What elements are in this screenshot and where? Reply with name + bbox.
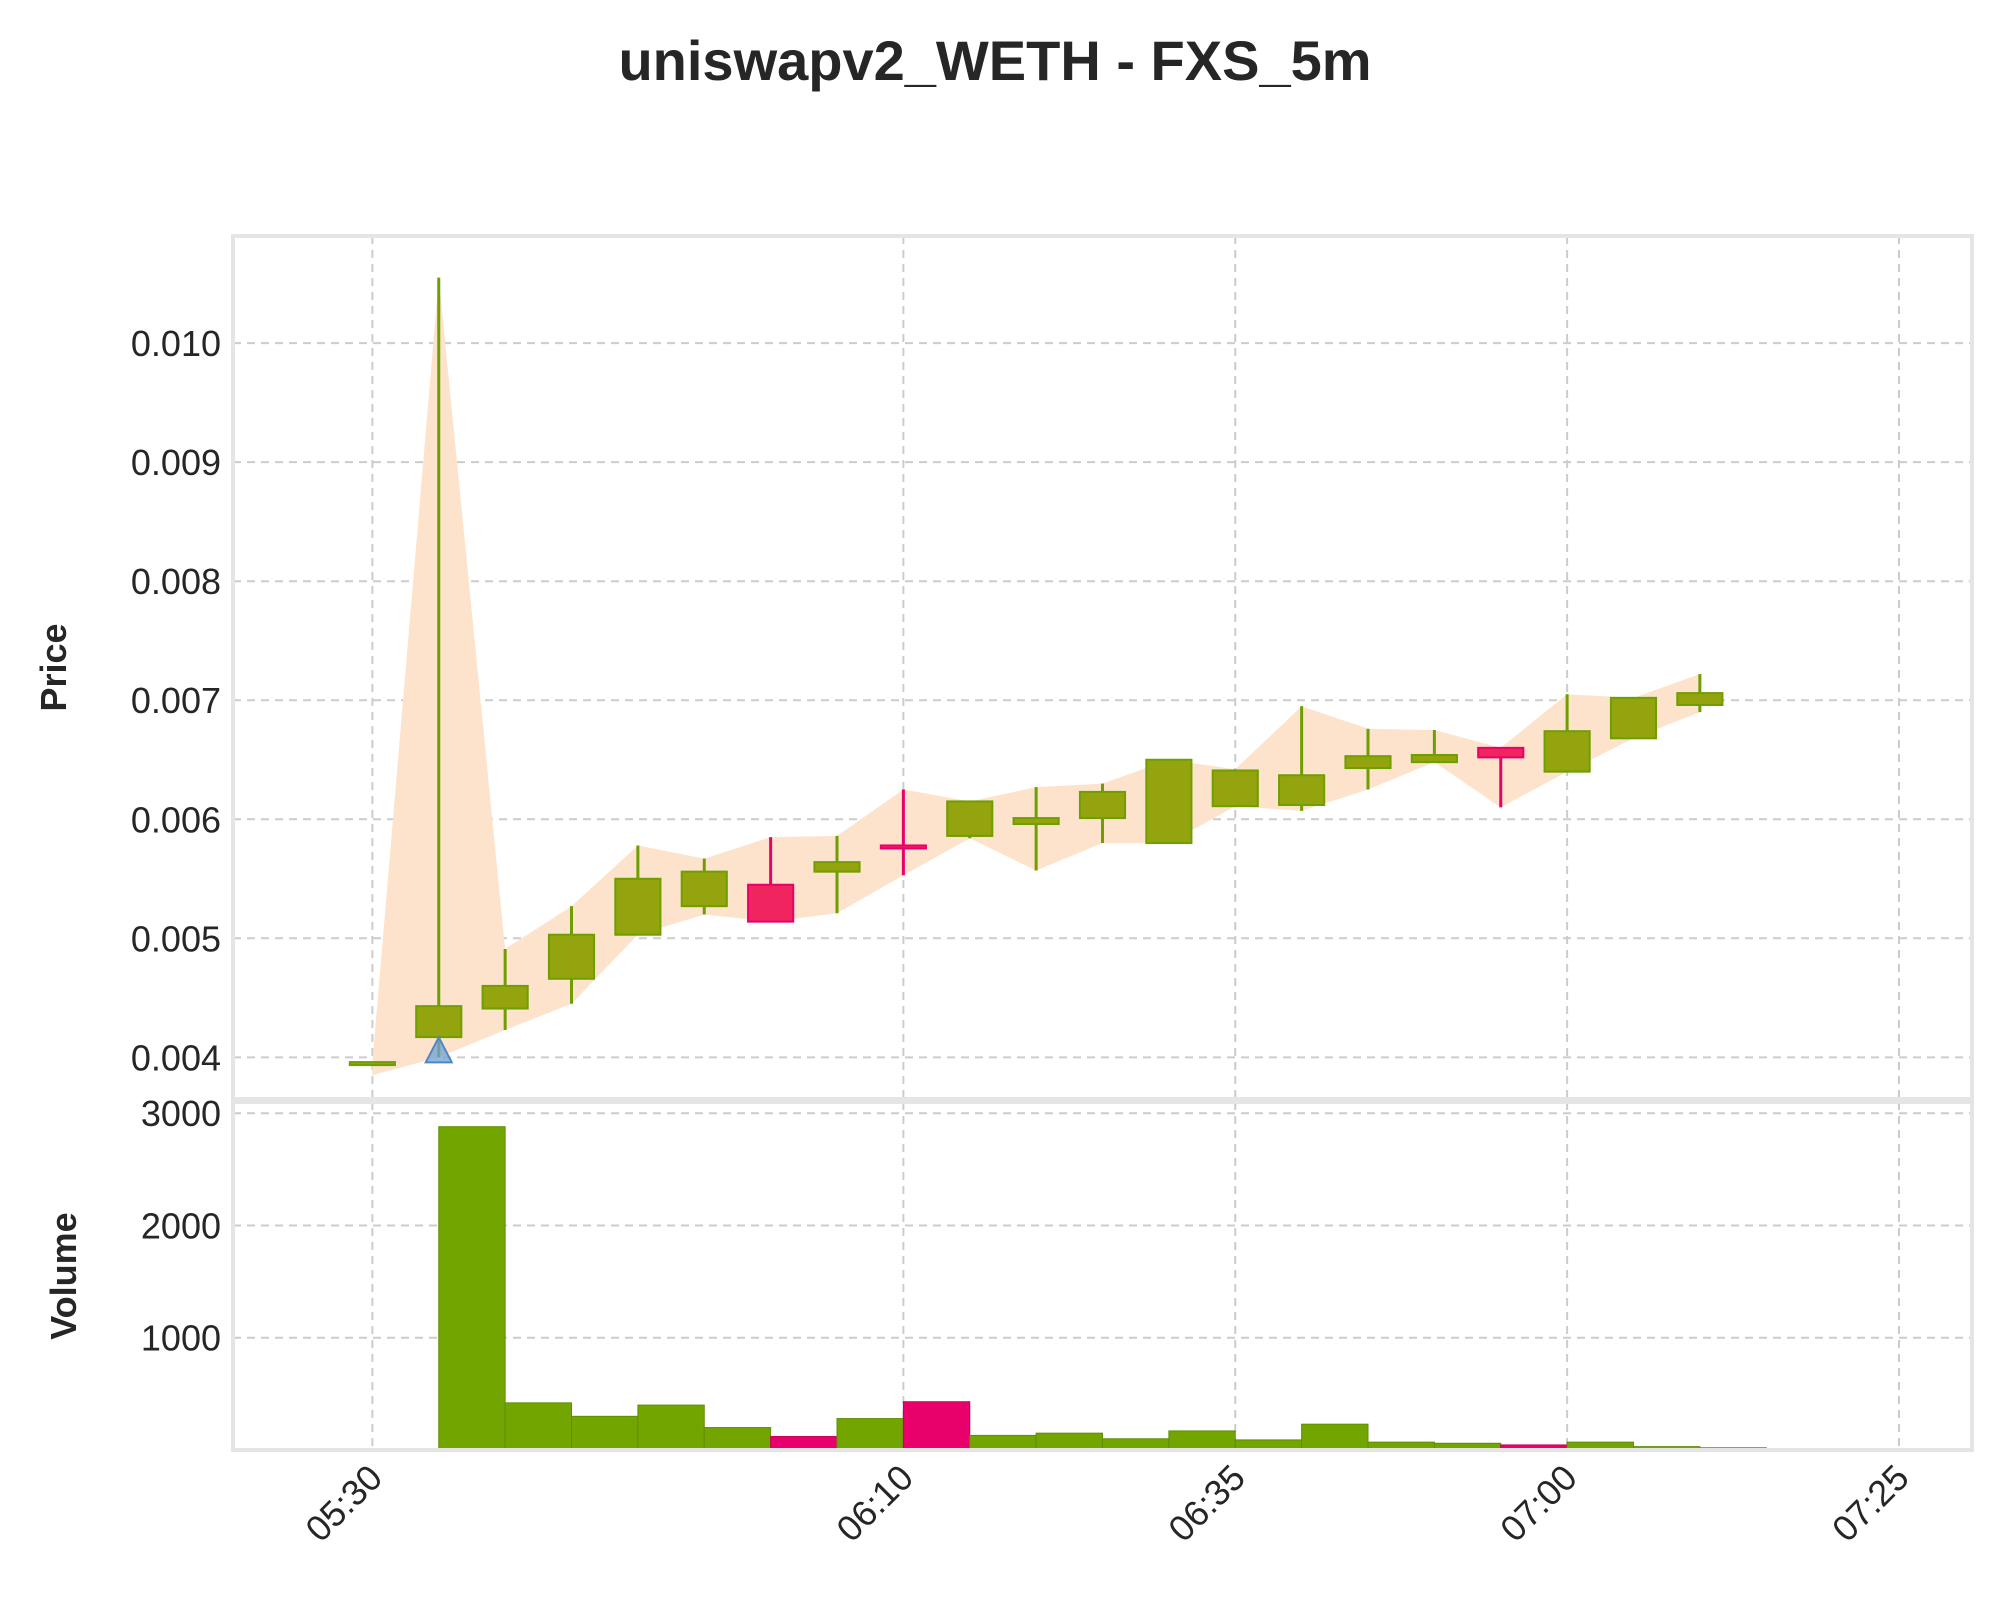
candlestick [1211,769,1259,808]
candlestick [1078,783,1127,844]
candlestick [1344,728,1392,790]
candlestick [348,1061,396,1067]
candlestick [1676,674,1724,713]
candle-body [1410,753,1458,764]
candle-body [547,933,596,980]
volume-bar [504,1402,573,1451]
volume-bar [1168,1430,1236,1451]
time-tick-label: 05:30 [297,1457,390,1550]
price-panel-frame [231,234,1974,1101]
time-tick-label: 06:10 [828,1457,921,1550]
candlestick [879,789,927,876]
candle-body [415,1005,463,1039]
candlestick [547,906,596,1004]
volume-bar [1035,1432,1104,1451]
candle-body [1543,730,1591,773]
candle-body [747,883,795,923]
price-axis-label: Price [33,623,74,711]
candlestick [946,800,994,839]
volume-bar [438,1126,506,1451]
volume-bar [571,1415,639,1451]
candlestick [1145,758,1193,845]
candlestick [1477,746,1525,808]
candle-body [1609,696,1658,740]
volume-bar [836,1418,904,1451]
buy-signals [424,1035,454,1064]
price-tick-label: 0.009 [131,442,221,483]
volume-tick-label: 2000 [141,1205,221,1246]
candle-body [1278,774,1326,806]
volume-bar [637,1404,705,1451]
candlestick [680,858,728,915]
candlestick [481,949,529,1030]
time-tick-label: 07:00 [1492,1457,1585,1550]
price-tick-label: 0.006 [131,799,221,840]
price-tick-label: 0.008 [131,561,221,602]
candle-body [1145,758,1193,845]
candle-body [946,800,994,837]
volume-tick-label: 3000 [141,1093,221,1134]
candle-body [1078,790,1127,820]
volume-panel-frame [231,1100,1974,1452]
price-tick-label: 0.005 [131,918,221,959]
candlestick [1609,696,1658,740]
price-tick-label: 0.007 [131,680,221,721]
volume-tick-label: 1000 [141,1318,221,1359]
candle-body [348,1061,396,1067]
candlestick [614,845,662,936]
candle-body [879,844,927,850]
candlesticks [348,277,1724,1067]
volume-axis-label: Volume [43,1212,84,1339]
buy-signal-marker [424,1035,454,1064]
time-tick-label: 07:25 [1824,1457,1917,1550]
candle-body [1012,817,1060,826]
candlestick [1410,729,1458,764]
candlestick [1543,694,1591,773]
chart-title: uniswapv2_WETH - FXS_5m [618,29,1371,92]
candlestick [813,835,861,914]
time-tick-label: 06:35 [1160,1457,1253,1550]
candle-body [1477,746,1525,759]
volume-bar [1301,1423,1369,1451]
volume-bar [770,1436,838,1451]
price-tick-label: 0.004 [131,1037,221,1078]
candle-body [1344,755,1392,770]
volume-panel: 1000 2000 3000 Volume [43,1093,1974,1452]
candle-body [680,870,728,908]
price-tick-label: 0.010 [131,323,221,364]
candle-body [1676,692,1724,706]
price-panel: 0.004 0.005 0.006 0.007 0.008 0.009 0.010 Pric… [33,234,1974,1101]
price-tick-labels: 0.004 0.005 0.006 0.007 0.008 0.009 0.010 [131,323,221,1078]
candlestick [747,837,795,923]
volume-bar [969,1434,1037,1451]
candlestick [1278,706,1326,811]
candlestick [1012,787,1060,871]
volume-bar [902,1401,971,1451]
candle-body [481,984,529,1010]
candle-body [1211,769,1259,808]
volume-bar [703,1427,772,1451]
candle-body [813,861,861,873]
volume-gridlines [233,1102,1972,1450]
time-tick-labels: 05:30 06:10 06:35 07:00 07:25 [297,1457,1916,1550]
volume-tick-labels: 1000 2000 3000 [141,1093,221,1359]
candle-body [614,877,662,936]
